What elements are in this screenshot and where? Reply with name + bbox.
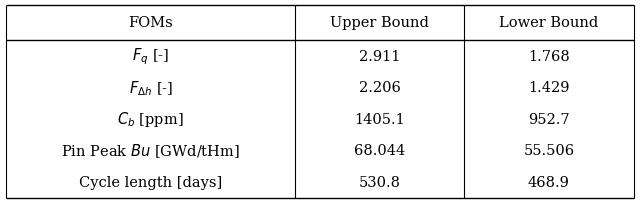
Text: $C_b$ [ppm]: $C_b$ [ppm] [117,110,184,129]
Text: 1405.1: 1405.1 [354,112,405,126]
Text: 952.7: 952.7 [528,112,570,126]
Text: 1.429: 1.429 [528,81,570,95]
Text: 2.206: 2.206 [358,81,401,95]
Text: $F_{\Delta h}$ [-]: $F_{\Delta h}$ [-] [129,79,173,97]
Text: 68.044: 68.044 [354,144,405,158]
Text: Upper Bound: Upper Bound [330,16,429,30]
Text: 55.506: 55.506 [524,144,575,158]
Text: FOMs: FOMs [128,16,173,30]
Text: 2.911: 2.911 [359,49,400,63]
Text: Lower Bound: Lower Bound [499,16,598,30]
Text: $F_q$ [-]: $F_q$ [-] [132,46,169,67]
Text: Cycle length [days]: Cycle length [days] [79,175,222,189]
Text: 1.768: 1.768 [528,49,570,63]
Text: Pin Peak $Bu$ [GWd/tHm]: Pin Peak $Bu$ [GWd/tHm] [61,142,240,160]
Text: 530.8: 530.8 [358,175,401,189]
Text: 468.9: 468.9 [528,175,570,189]
